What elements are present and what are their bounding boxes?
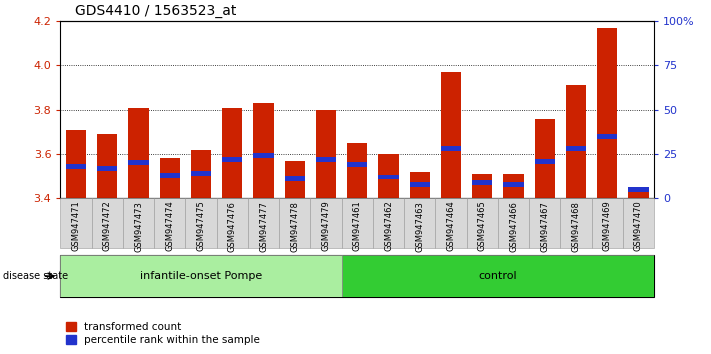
Bar [629,189,648,198]
Bar [378,154,399,198]
Bar [66,164,86,169]
FancyBboxPatch shape [60,198,92,248]
Bar [160,173,180,178]
Bar [503,182,524,187]
Bar [410,182,430,187]
Text: GSM947462: GSM947462 [384,201,393,251]
Text: GSM947472: GSM947472 [103,201,112,251]
Text: GSM947473: GSM947473 [134,201,143,252]
Text: GSM947467: GSM947467 [540,201,550,252]
FancyBboxPatch shape [435,198,466,248]
Bar [253,103,274,198]
Bar [535,119,555,198]
FancyBboxPatch shape [529,198,560,248]
FancyBboxPatch shape [560,198,592,248]
Text: GSM947468: GSM947468 [572,201,580,252]
Bar [441,72,461,198]
Bar [597,28,617,198]
FancyBboxPatch shape [279,198,311,248]
Bar [566,85,586,198]
Text: disease state: disease state [3,271,68,281]
Text: infantile-onset Pompe: infantile-onset Pompe [140,271,262,281]
Bar [378,175,399,179]
Bar [629,187,648,192]
Bar [316,157,336,162]
Text: GSM947475: GSM947475 [196,201,205,251]
Bar [222,157,242,162]
Bar [347,162,368,167]
FancyBboxPatch shape [342,255,654,297]
FancyBboxPatch shape [623,198,654,248]
Legend: transformed count, percentile rank within the sample: transformed count, percentile rank withi… [65,322,260,345]
Bar [160,159,180,198]
Bar [410,172,430,198]
Bar [253,153,274,158]
Text: GSM947479: GSM947479 [321,201,331,251]
Text: GSM947464: GSM947464 [447,201,456,251]
Text: GSM947474: GSM947474 [165,201,174,251]
Bar [441,146,461,151]
Bar [97,166,117,171]
FancyBboxPatch shape [404,198,435,248]
Text: GSM947470: GSM947470 [634,201,643,251]
FancyBboxPatch shape [373,198,404,248]
Bar [597,134,617,139]
FancyBboxPatch shape [154,198,186,248]
Text: GSM947466: GSM947466 [509,201,518,252]
Text: GSM947477: GSM947477 [259,201,268,252]
Bar [284,176,305,181]
FancyBboxPatch shape [123,198,154,248]
Bar [66,130,86,198]
FancyBboxPatch shape [186,198,217,248]
Bar [222,108,242,198]
Bar [472,180,493,185]
Bar [503,174,524,198]
FancyBboxPatch shape [92,198,123,248]
FancyBboxPatch shape [342,198,373,248]
FancyBboxPatch shape [248,198,279,248]
Text: GSM947465: GSM947465 [478,201,487,251]
Bar [284,161,305,198]
FancyBboxPatch shape [498,198,529,248]
Bar [472,174,493,198]
Text: control: control [479,271,517,281]
Bar [97,134,117,198]
Bar [316,110,336,198]
Text: GDS4410 / 1563523_at: GDS4410 / 1563523_at [75,4,236,18]
Bar [191,149,211,198]
Bar [129,160,149,165]
Bar [191,171,211,176]
Bar [129,108,149,198]
Text: GSM947463: GSM947463 [415,201,424,252]
Text: GSM947461: GSM947461 [353,201,362,251]
FancyBboxPatch shape [60,255,342,297]
Text: GSM947478: GSM947478 [290,201,299,252]
FancyBboxPatch shape [466,198,498,248]
FancyBboxPatch shape [311,198,342,248]
Bar [535,159,555,164]
FancyBboxPatch shape [217,198,248,248]
Text: GSM947471: GSM947471 [72,201,80,251]
Text: GSM947476: GSM947476 [228,201,237,252]
Text: GSM947469: GSM947469 [603,201,611,251]
Bar [566,146,586,151]
Bar [347,143,368,198]
FancyBboxPatch shape [592,198,623,248]
